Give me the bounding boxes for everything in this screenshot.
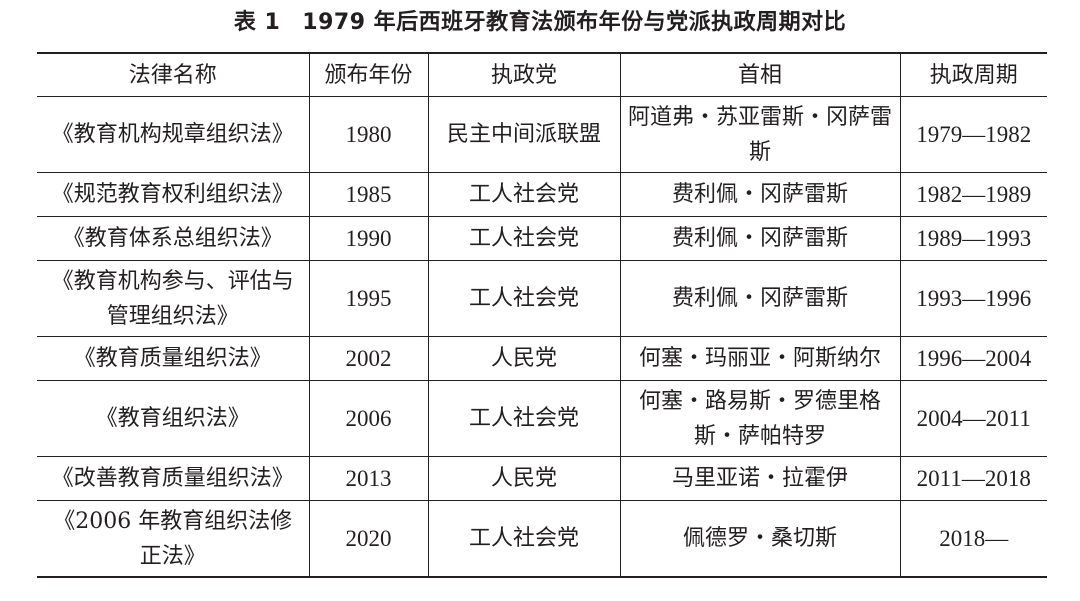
table-caption: 表 1 1979 年后西班牙教育法颁布年份与党派执政周期对比 bbox=[0, 6, 1080, 40]
year-cell: 1990 bbox=[308, 216, 429, 261]
prime-minister-cell: 费利佩・冈萨雷斯 bbox=[619, 172, 901, 217]
prime-minister-cell: 佩德罗・桑切斯 bbox=[619, 500, 901, 578]
header-party: 执政党 bbox=[427, 52, 621, 97]
period-cell: 1979—1982 bbox=[899, 96, 1047, 173]
header-period: 执政周期 bbox=[899, 52, 1047, 97]
year-cell: 1980 bbox=[308, 96, 429, 173]
law-name-cell: 《教育体系总组织法》 bbox=[37, 216, 310, 261]
prime-minister-cell: 马里亚诺・拉霍伊 bbox=[619, 456, 901, 501]
prime-minister-cell: 何塞・路易斯・罗德里格斯・萨帕特罗 bbox=[619, 380, 901, 457]
table-row: 《2006 年教育组织法修正法》 2020 工人社会党 佩德罗・桑切斯 2018… bbox=[37, 500, 1047, 578]
header-prime-minister: 首相 bbox=[619, 52, 901, 97]
table-row: 《教育体系总组织法》 1990 工人社会党 费利佩・冈萨雷斯 1989—1993 bbox=[37, 216, 1047, 261]
period-cell: 1982—1989 bbox=[899, 172, 1047, 217]
table-number: 表 1 bbox=[233, 10, 281, 35]
year-cell: 2006 bbox=[308, 380, 429, 457]
period-cell: 2011—2018 bbox=[899, 456, 1047, 501]
period-cell: 1993—1996 bbox=[899, 260, 1047, 337]
header-law-name: 法律名称 bbox=[37, 52, 310, 97]
year-cell: 2013 bbox=[308, 456, 429, 501]
party-cell: 工人社会党 bbox=[427, 260, 621, 337]
table-row: 《教育机构规章组织法》 1980 民主中间派联盟 阿道弗・苏亚雷斯・冈萨雷斯 1… bbox=[37, 96, 1047, 173]
period-cell: 1989—1993 bbox=[899, 216, 1047, 261]
party-cell: 工人社会党 bbox=[427, 500, 621, 578]
prime-minister-cell: 阿道弗・苏亚雷斯・冈萨雷斯 bbox=[619, 96, 901, 173]
prime-minister-cell: 费利佩・冈萨雷斯 bbox=[619, 260, 901, 337]
table-row: 《改善教育质量组织法》 2013 人民党 马里亚诺・拉霍伊 2011—2018 bbox=[37, 456, 1047, 501]
law-name-cell: 《教育质量组织法》 bbox=[37, 336, 310, 381]
law-name-cell: 《教育组织法》 bbox=[37, 380, 310, 457]
header-year: 颁布年份 bbox=[308, 52, 429, 97]
year-cell: 2002 bbox=[308, 336, 429, 381]
year-cell: 1985 bbox=[308, 172, 429, 217]
year-cell: 1995 bbox=[308, 260, 429, 337]
party-cell: 工人社会党 bbox=[427, 380, 621, 457]
period-cell: 2018— bbox=[899, 500, 1047, 578]
table-row: 《教育组织法》 2006 工人社会党 何塞・路易斯・罗德里格斯・萨帕特罗 200… bbox=[37, 380, 1047, 457]
law-name-cell: 《教育机构规章组织法》 bbox=[37, 96, 310, 173]
prime-minister-cell: 何塞・玛丽亚・阿斯纳尔 bbox=[619, 336, 901, 381]
party-cell: 工人社会党 bbox=[427, 172, 621, 217]
period-cell: 2004—2011 bbox=[899, 380, 1047, 457]
law-name-cell: 《教育机构参与、评估与管理组织法》 bbox=[37, 260, 310, 337]
table-title: 1979 年后西班牙教育法颁布年份与党派执政周期对比 bbox=[302, 10, 847, 35]
law-name-cell: 《改善教育质量组织法》 bbox=[37, 456, 310, 501]
party-cell: 工人社会党 bbox=[427, 216, 621, 261]
legislation-table: 法律名称 颁布年份 执政党 首相 执政周期 《教育机构规章组织法》 1980 民… bbox=[37, 52, 1047, 578]
law-name-cell: 《规范教育权利组织法》 bbox=[37, 172, 310, 217]
table-row: 《教育质量组织法》 2002 人民党 何塞・玛丽亚・阿斯纳尔 1996—2004 bbox=[37, 336, 1047, 381]
period-cell: 1996—2004 bbox=[899, 336, 1047, 381]
law-name-cell: 《2006 年教育组织法修正法》 bbox=[37, 500, 310, 578]
prime-minister-cell: 费利佩・冈萨雷斯 bbox=[619, 216, 901, 261]
party-cell: 人民党 bbox=[427, 456, 621, 501]
table-row: 《规范教育权利组织法》 1985 工人社会党 费利佩・冈萨雷斯 1982—198… bbox=[37, 172, 1047, 217]
year-cell: 2020 bbox=[308, 500, 429, 578]
table-row: 《教育机构参与、评估与管理组织法》 1995 工人社会党 费利佩・冈萨雷斯 19… bbox=[37, 260, 1047, 337]
party-cell: 民主中间派联盟 bbox=[427, 96, 621, 173]
party-cell: 人民党 bbox=[427, 336, 621, 381]
header-row: 法律名称 颁布年份 执政党 首相 执政周期 bbox=[37, 52, 1047, 97]
